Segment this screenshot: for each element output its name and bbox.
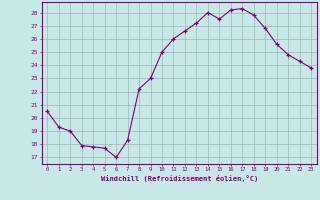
X-axis label: Windchill (Refroidissement éolien,°C): Windchill (Refroidissement éolien,°C) (100, 175, 258, 182)
